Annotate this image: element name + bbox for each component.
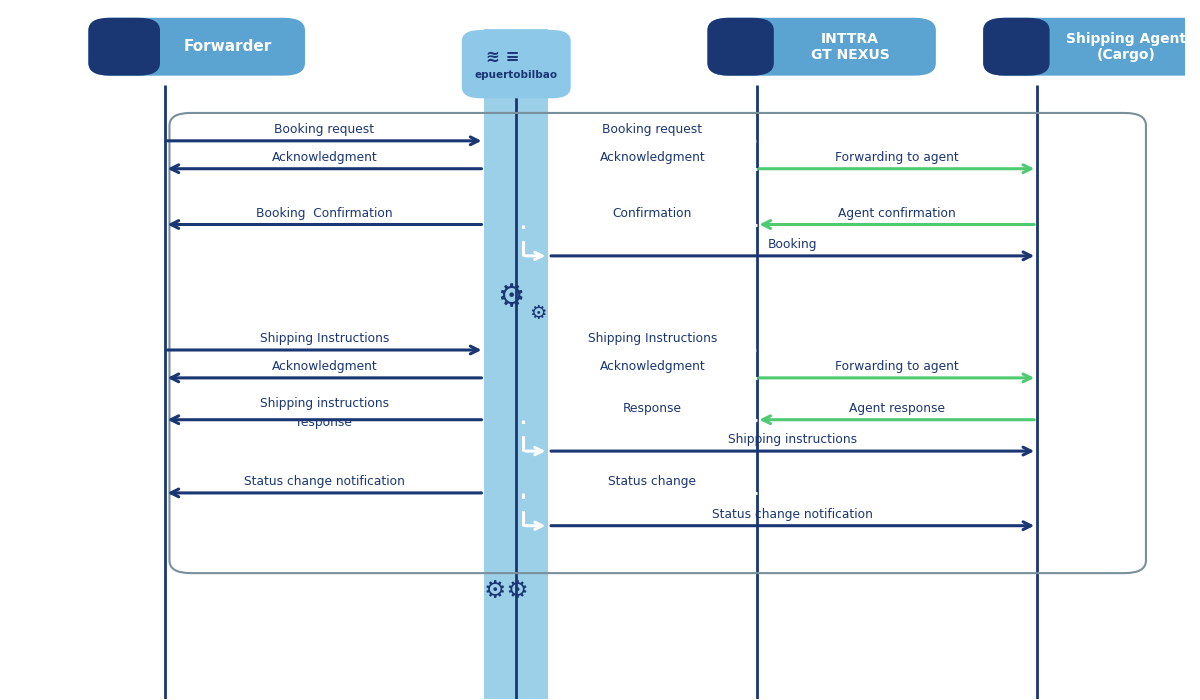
Text: ⚙: ⚙ [529, 304, 546, 323]
Text: Booking: Booking [768, 238, 817, 251]
Text: Acknowledgment: Acknowledgment [600, 360, 706, 373]
FancyBboxPatch shape [708, 18, 936, 76]
Text: Acknowledgment: Acknowledgment [600, 150, 706, 164]
Text: ⚙: ⚙ [497, 284, 524, 312]
Text: Shipping instructions: Shipping instructions [260, 397, 389, 410]
Text: Shipping Instructions: Shipping Instructions [260, 332, 389, 345]
FancyBboxPatch shape [89, 18, 160, 76]
Text: epuertobilbao: epuertobilbao [475, 70, 558, 80]
Text: Booking request: Booking request [602, 123, 702, 136]
Text: Confirmation: Confirmation [613, 206, 692, 220]
FancyBboxPatch shape [89, 18, 305, 76]
FancyBboxPatch shape [462, 30, 571, 98]
Text: Acknowledgment: Acknowledgment [271, 150, 377, 164]
Text: Booking  Confirmation: Booking Confirmation [257, 206, 392, 220]
Text: Agent response: Agent response [848, 402, 944, 415]
FancyBboxPatch shape [708, 18, 774, 76]
Text: Response: Response [623, 402, 682, 415]
FancyBboxPatch shape [485, 29, 548, 699]
Text: Status change: Status change [608, 475, 696, 488]
Text: Booking request: Booking request [275, 123, 374, 136]
Text: Status change notification: Status change notification [244, 475, 404, 488]
FancyBboxPatch shape [983, 18, 1050, 76]
Text: Status change notification: Status change notification [712, 508, 874, 521]
Text: Shipping Instructions: Shipping Instructions [588, 332, 718, 345]
Text: Acknowledgment: Acknowledgment [271, 360, 377, 373]
Text: Shipping Agent
(Cargo): Shipping Agent (Cargo) [1066, 32, 1186, 62]
Text: ≋ ≡: ≋ ≡ [486, 48, 520, 66]
FancyBboxPatch shape [983, 18, 1200, 76]
Text: Forwarding to agent: Forwarding to agent [835, 360, 959, 373]
Text: Forwarding to agent: Forwarding to agent [835, 150, 959, 164]
Text: Forwarder: Forwarder [184, 39, 272, 54]
Text: response: response [296, 416, 353, 429]
Text: ⚙​⚙: ⚙​⚙ [485, 578, 529, 603]
Text: Shipping instructions: Shipping instructions [728, 433, 857, 446]
Text: Agent confirmation: Agent confirmation [838, 206, 955, 220]
Text: INTTRA
GT NEXUS: INTTRA GT NEXUS [811, 32, 889, 62]
